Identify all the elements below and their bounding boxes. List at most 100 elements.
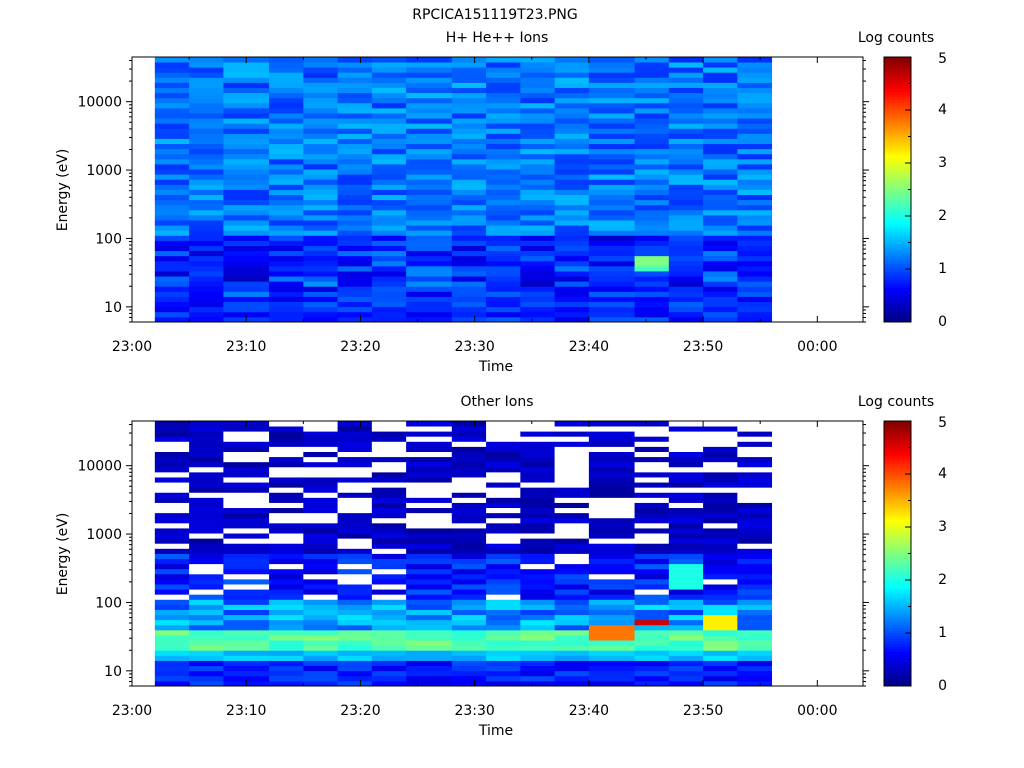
heatmap-cell [303,92,338,99]
heatmap-cell [737,614,773,621]
colorbar-swatch [884,434,911,438]
heatmap-cell [189,482,224,488]
heatmap-cell [189,189,224,195]
heatmap-cell [154,629,190,636]
heatmap-cell [486,194,521,201]
heatmap-cell [520,512,556,519]
heatmap-cell [406,589,453,595]
colorbar-swatch [884,484,911,488]
heatmap-cell [303,265,338,272]
colorbar-swatch [884,450,911,454]
heatmap-cell [406,164,453,170]
heatmap-cell [223,306,270,313]
heatmap-cell [451,548,487,554]
heatmap-cell [154,133,190,139]
heatmap-cell [371,123,407,129]
heatmap-cell [486,316,521,323]
heatmap-cell [737,306,773,313]
colorbar-swatch [884,250,911,254]
heatmap-cell [154,665,190,672]
heatmap-cell [406,629,453,636]
heatmap-cell [588,522,635,529]
y-tick-label: 100 [95,595,122,611]
heatmap-cell [486,635,521,641]
heatmap-cell [223,655,270,661]
heatmap-cell [554,194,590,201]
heatmap-cell [668,543,704,549]
heatmap-cell [668,92,704,99]
heatmap-cell [406,578,453,585]
heatmap-cell [668,604,704,610]
heatmap-cell [406,461,453,468]
heatmap-cell [634,426,670,432]
heatmap-cell [371,594,407,600]
heatmap-cell [520,533,556,539]
heatmap-cell [486,87,521,94]
heatmap-cell [406,640,453,646]
heatmap-cell [303,184,338,190]
heatmap-cell [303,225,338,231]
heatmap-cell [337,158,373,165]
heatmap-cell [486,276,521,282]
heatmap-cell [554,431,590,437]
heatmap-cell [451,123,487,129]
heatmap-cell [223,194,270,201]
heatmap-cell [406,128,453,134]
heatmap-cell [554,482,590,488]
heatmap-cell [223,245,270,252]
heatmap-cell [189,230,224,236]
heatmap-cell [189,655,224,661]
heatmap-cell [406,538,453,544]
heatmap-cell [520,225,556,231]
heatmap-cell [371,650,407,656]
colorbar-swatch [884,303,911,307]
heatmap-cell [371,250,407,257]
heatmap-cell [703,194,738,201]
heatmap-cell [406,553,453,559]
heatmap-cell [634,680,670,687]
heatmap-cell [737,456,773,463]
heatmap-cell [303,148,338,155]
heatmap-cell [337,466,373,473]
heatmap-cell [223,446,270,452]
heatmap-cell [371,680,407,687]
heatmap-cell [223,118,270,124]
heatmap-cell [269,578,304,585]
heatmap-cell [634,67,670,73]
heatmap-cell [668,260,704,267]
heatmap-cell [634,451,670,458]
heatmap-cell [406,245,453,252]
heatmap-cell [269,563,304,570]
heatmap-cell [269,169,304,175]
heatmap-cell [634,650,670,656]
heatmap-cell [737,204,773,211]
heatmap-cell [269,528,304,534]
heatmap-cell [668,123,704,129]
heatmap-cell [634,619,670,626]
colorbar-swatch [884,94,911,98]
heatmap-cell [668,245,704,252]
heatmap-cell [703,230,738,236]
x-tick-label: 00:00 [797,339,837,355]
heatmap-cell [337,471,373,478]
heatmap-cell [634,635,670,641]
colorbar-swatch [884,670,911,674]
heatmap-cell [303,589,338,595]
heatmap-cell [668,609,704,616]
heatmap-cell [406,153,453,160]
heatmap-cell [486,609,521,616]
heatmap-cell [634,502,670,509]
heatmap-cell [303,128,338,134]
colorbar-swatch [884,428,911,433]
colorbar-swatch [884,582,911,586]
heatmap-cell [337,62,373,68]
heatmap-cell [223,543,270,549]
heatmap-cell [406,446,453,452]
colorbar-swatch [884,245,911,249]
heatmap-cell [337,517,373,524]
heatmap-cell [451,497,487,503]
heatmap-cell [668,635,704,641]
heatmap-cell [554,265,590,272]
heatmap-cell [154,426,190,432]
heatmap-cell [406,158,453,165]
